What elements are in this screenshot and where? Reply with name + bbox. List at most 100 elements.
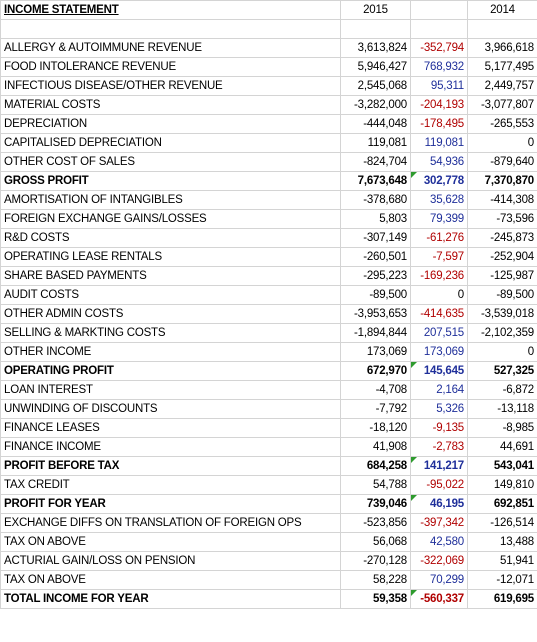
change-cell: -2,783: [410, 437, 468, 457]
row: PROFIT BEFORE TAX 684,258 141,217 543,041: [0, 456, 537, 476]
row: UNWINDING OF DISCOUNTS -7,792 5,326 -13,118: [0, 399, 537, 419]
value-cell: -824,704: [340, 152, 411, 172]
empty-cell: [340, 19, 411, 39]
change-cell: 145,645: [410, 361, 468, 381]
year-header: 2015: [340, 0, 411, 20]
change-cell: -397,342: [410, 513, 468, 533]
row: SELLING & MARKTING COSTS -1,894,844 207,51…: [0, 323, 537, 343]
value-cell: -444,048: [340, 114, 411, 134]
row: OTHER ADMIN COSTS -3,953,653 -414,635 -3,53…: [0, 304, 537, 324]
comment-marker: [411, 457, 417, 463]
value-cell: 684,258: [340, 456, 411, 476]
value-cell: 58,228: [340, 570, 411, 590]
row: FINANCE INCOME 41,908 -2,783 44,691: [0, 437, 537, 457]
row-label: EXCHANGE DIFFS ON TRANSLATION OF FOREIGN…: [0, 513, 341, 533]
value-cell: -270,128: [340, 551, 411, 571]
value-cell: 692,851: [467, 494, 537, 514]
change-cell: 46,195: [410, 494, 468, 514]
row-label: TAX ON ABOVE: [0, 532, 341, 552]
value-cell: 672,970: [340, 361, 411, 381]
row-label: R&D COSTS: [0, 228, 341, 248]
row: TAX ON ABOVE 56,068 42,580 13,488: [0, 532, 537, 552]
row: EXCHANGE DIFFS ON TRANSLATION OF FOREIGN…: [0, 513, 537, 533]
change-cell: -169,236: [410, 266, 468, 286]
value-cell: -260,501: [340, 247, 411, 267]
value-cell: -378,680: [340, 190, 411, 210]
change-cell: 2,164: [410, 380, 468, 400]
value-cell: -73,596: [467, 209, 537, 229]
row-label: OTHER ADMIN COSTS: [0, 304, 341, 324]
value-cell: -8,985: [467, 418, 537, 438]
comment-marker: [411, 172, 417, 178]
change-cell: 54,936: [410, 152, 468, 172]
empty-cell: [410, 19, 468, 39]
change-cell: -204,193: [410, 95, 468, 115]
empty-cell: [467, 19, 537, 39]
row: LOAN INTEREST -4,708 2,164 -6,872: [0, 380, 537, 400]
row-label: ACTURIAL GAIN/LOSS ON PENSION: [0, 551, 341, 571]
value-cell: -18,120: [340, 418, 411, 438]
value-cell: -89,500: [340, 285, 411, 305]
row-label: UNWINDING OF DISCOUNTS: [0, 399, 341, 419]
row-label: FINANCE INCOME: [0, 437, 341, 457]
value-cell: 41,908: [340, 437, 411, 457]
change-cell: 207,515: [410, 323, 468, 343]
title-cell: INCOME STATEMENT: [0, 0, 341, 20]
row: TAX ON ABOVE 58,228 70,299 -12,071: [0, 570, 537, 590]
empty-cell: [0, 19, 341, 39]
row-label: AMORTISATION OF INTANGIBLES: [0, 190, 341, 210]
value-cell: -1,894,844: [340, 323, 411, 343]
row: DEPRECIATION -444,048 -178,495 -265,553: [0, 114, 537, 134]
row: CAPITALISED DEPRECIATION 119,081 119,081 0: [0, 133, 537, 153]
value-cell: 173,069: [340, 342, 411, 362]
change-cell: -95,022: [410, 475, 468, 495]
row-label: ALLERGY & AUTOIMMUNE REVENUE: [0, 38, 341, 58]
row-label: SELLING & MARKTING COSTS: [0, 323, 341, 343]
row-label: OPERATING LEASE RENTALS: [0, 247, 341, 267]
row-label: TAX CREDIT: [0, 475, 341, 495]
value-cell: -4,708: [340, 380, 411, 400]
value-cell: -3,953,653: [340, 304, 411, 324]
value-cell: 51,941: [467, 551, 537, 571]
row-label: FOOD INTOLERANCE REVENUE: [0, 57, 341, 77]
row-label: SHARE BASED PAYMENTS: [0, 266, 341, 286]
row: PROFIT FOR YEAR 739,046 46,195 692,851: [0, 494, 537, 514]
row-label: MATERIAL COSTS: [0, 95, 341, 115]
value-cell: 149,810: [467, 475, 537, 495]
change-cell: 0: [410, 285, 468, 305]
row: FINANCE LEASES -18,120 -9,135 -8,985: [0, 418, 537, 438]
change-cell: 70,299: [410, 570, 468, 590]
change-cell: -560,337: [410, 589, 468, 609]
value-cell: -89,500: [467, 285, 537, 305]
change-cell: 35,628: [410, 190, 468, 210]
row-label: TOTAL INCOME FOR YEAR: [0, 589, 341, 609]
value-cell: -295,223: [340, 266, 411, 286]
spreadsheet: INCOME STATEMENT 2015 2014 ALLERGY & AUT…: [0, 0, 537, 609]
row: FOOD INTOLERANCE REVENUE 5,946,427 768,932…: [0, 57, 537, 77]
change-cell: -7,597: [410, 247, 468, 267]
row-label: LOAN INTEREST: [0, 380, 341, 400]
row-label: FOREIGN EXCHANGE GAINS/LOSSES: [0, 209, 341, 229]
change-cell: -322,069: [410, 551, 468, 571]
row-label: PROFIT BEFORE TAX: [0, 456, 341, 476]
row: ALLERGY & AUTOIMMUNE REVENUE 3,613,824 -35…: [0, 38, 537, 58]
value-cell: 3,613,824: [340, 38, 411, 58]
row-label: CAPITALISED DEPRECIATION: [0, 133, 341, 153]
value-cell: -414,308: [467, 190, 537, 210]
value-cell: -3,282,000: [340, 95, 411, 115]
value-cell: 739,046: [340, 494, 411, 514]
row: GROSS PROFIT 7,673,648 302,778 7,370,870: [0, 171, 537, 191]
row-label: GROSS PROFIT: [0, 171, 341, 191]
value-cell: 2,545,068: [340, 76, 411, 96]
value-cell: 5,946,427: [340, 57, 411, 77]
row: OPERATING PROFIT 672,970 145,645 527,325: [0, 361, 537, 381]
row: OTHER INCOME 173,069 173,069 0: [0, 342, 537, 362]
row-label: FINANCE LEASES: [0, 418, 341, 438]
year-header: 2014: [467, 0, 537, 20]
comment-marker: [411, 362, 417, 368]
blank-row: [0, 19, 537, 39]
row: AUDIT COSTS -89,500 0 -89,500: [0, 285, 537, 305]
row: AMORTISATION OF INTANGIBLES -378,680 35,62…: [0, 190, 537, 210]
header-row: INCOME STATEMENT 2015 2014: [0, 0, 537, 20]
